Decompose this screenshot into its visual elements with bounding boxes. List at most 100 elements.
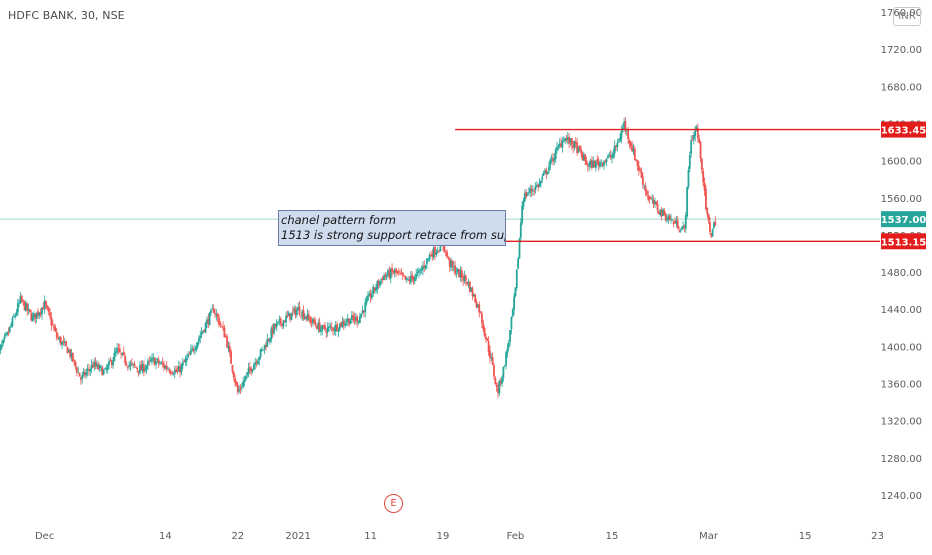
candle-body xyxy=(263,344,266,350)
candle-body xyxy=(109,360,112,362)
candle-body xyxy=(678,229,680,231)
candle-body xyxy=(114,351,117,354)
candle-body xyxy=(544,170,546,173)
candle-body xyxy=(328,326,330,328)
candle-body xyxy=(369,293,372,298)
candle-body xyxy=(305,316,308,319)
chart-annotation[interactable]: chanel pattern form 1513 is strong suppo… xyxy=(278,210,506,246)
candle-body xyxy=(161,362,164,365)
candle-body xyxy=(623,121,625,129)
candle-body xyxy=(173,370,176,374)
candle-body xyxy=(617,141,620,143)
candle-body xyxy=(643,185,646,187)
candle-body xyxy=(392,272,395,274)
x-tick-label: 2021 xyxy=(285,531,310,542)
support-tag xyxy=(881,233,926,250)
candle-body xyxy=(436,251,439,252)
candle-body xyxy=(102,369,105,375)
candle-body xyxy=(291,311,294,313)
candle-body xyxy=(79,377,82,380)
candle-body xyxy=(267,339,270,341)
candle-body xyxy=(147,360,149,366)
candle-body xyxy=(434,246,436,255)
y-tick-label: 1680.00 xyxy=(881,82,922,93)
candle-body xyxy=(672,220,675,224)
candle-body xyxy=(354,316,357,320)
candle-body xyxy=(526,194,529,196)
candle-body xyxy=(350,315,353,320)
candle-body xyxy=(302,310,305,319)
candle-body xyxy=(310,321,313,323)
earnings-event-marker[interactable]: E xyxy=(384,494,403,513)
candle-body xyxy=(38,312,41,316)
candle-body xyxy=(541,176,544,180)
candle-body xyxy=(98,365,101,369)
candle-body xyxy=(231,365,234,372)
candle-body xyxy=(129,363,132,366)
support-tag-label: 1513.15 xyxy=(881,237,927,248)
candle-body xyxy=(93,361,96,367)
candle-body xyxy=(214,313,216,315)
candle-body xyxy=(588,163,591,167)
candle-body xyxy=(600,161,603,163)
x-tick-label: Feb xyxy=(507,531,525,542)
candle-body xyxy=(279,318,282,324)
candle-body xyxy=(289,313,292,320)
candle-body xyxy=(50,317,53,326)
candle-body xyxy=(151,357,153,362)
candle-body xyxy=(523,193,526,202)
candle-body xyxy=(558,143,561,146)
candle-body xyxy=(658,211,660,214)
candle-body xyxy=(424,265,427,269)
candle-body xyxy=(346,318,349,322)
candle-body xyxy=(443,246,446,252)
candle-body xyxy=(639,169,642,171)
symbol-title: HDFC BANK, 30, NSE xyxy=(8,9,125,22)
candle-body xyxy=(307,315,310,319)
candle-body xyxy=(278,319,281,321)
candle-body xyxy=(104,368,106,370)
candle-body xyxy=(599,162,601,167)
candle-body xyxy=(357,321,360,323)
candle-body xyxy=(42,307,45,310)
x-tick-label: 22 xyxy=(231,531,244,542)
candle-body xyxy=(39,312,42,314)
candle-body xyxy=(590,159,593,169)
candle-body xyxy=(581,153,584,161)
candle-body xyxy=(202,330,204,333)
candle-body xyxy=(413,277,416,282)
candle-body xyxy=(405,277,408,280)
candle-body xyxy=(108,361,110,366)
candle-body xyxy=(207,318,210,325)
candle-body xyxy=(470,287,473,292)
candle-body xyxy=(352,315,355,319)
candle-body xyxy=(128,365,131,367)
candle-body xyxy=(714,221,717,226)
candle-body xyxy=(554,149,557,160)
candle-body xyxy=(703,182,706,191)
candle-body xyxy=(356,316,359,323)
candle-body xyxy=(133,363,136,366)
candle-body xyxy=(401,272,404,276)
candle-body xyxy=(542,172,545,176)
candle-body xyxy=(85,372,88,376)
candle-body xyxy=(96,363,98,367)
candle-body xyxy=(163,364,165,368)
candle-body xyxy=(403,275,406,277)
candle-body xyxy=(33,313,35,317)
candle-body xyxy=(525,192,528,197)
candle-body xyxy=(58,337,61,340)
resistance-tag xyxy=(881,121,926,138)
candle-body xyxy=(695,126,698,130)
candle-body xyxy=(466,281,469,284)
candle-body xyxy=(81,374,84,379)
candle-body xyxy=(167,369,169,370)
candle-body xyxy=(88,369,90,371)
x-tick-label: 15 xyxy=(799,531,812,542)
currency-button[interactable]: INR xyxy=(893,7,921,26)
x-tick-label: 15 xyxy=(606,531,619,542)
x-tick-label: 23 xyxy=(871,531,884,542)
candle-body xyxy=(432,247,435,258)
